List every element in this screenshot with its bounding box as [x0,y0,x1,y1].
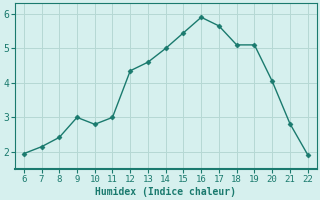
X-axis label: Humidex (Indice chaleur): Humidex (Indice chaleur) [95,186,236,197]
